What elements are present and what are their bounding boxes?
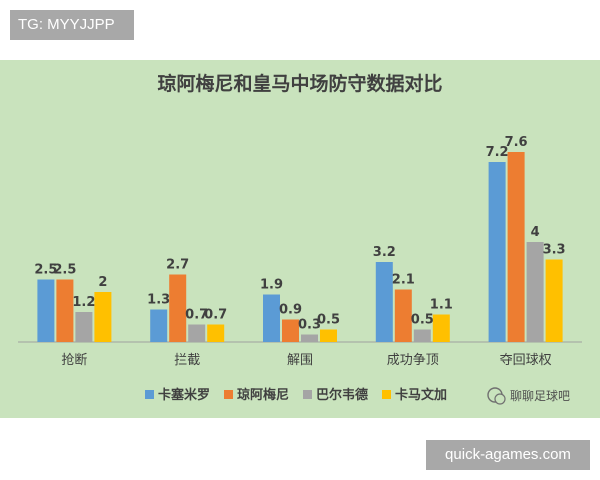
data-label: 3.2: [373, 245, 396, 260]
bars-group: [37, 152, 563, 342]
category-label: 夺回球权: [500, 352, 552, 368]
bar: [394, 289, 412, 342]
value-labels-group: 2.52.51.221.32.70.70.71.90.90.30.53.22.1…: [34, 135, 565, 333]
bar: [320, 329, 337, 342]
data-label: 3.3: [543, 243, 566, 258]
data-label: 2.5: [34, 263, 57, 278]
bar: [488, 162, 506, 342]
data-label: 1.3: [147, 293, 170, 308]
wechat-icon-inner: [494, 393, 506, 405]
bar: [375, 262, 393, 342]
legend-swatch: [145, 390, 154, 399]
data-label: 1.2: [72, 295, 95, 310]
chart-panel: 琼阿梅尼和皇马中场防守数据对比 2.5 2.5 1.2 2 1.3 2.7 0.7 0.7 1.…: [0, 60, 600, 418]
bar: [169, 274, 187, 342]
legend-swatch: [224, 390, 233, 399]
bar: [545, 259, 563, 342]
watermark-text: 聊聊足球吧: [510, 389, 570, 403]
data-label: 2.7: [166, 258, 189, 273]
legend-swatch: [303, 390, 312, 399]
legend-label: 琼阿梅尼: [237, 387, 289, 403]
legend-label: 卡塞米罗: [158, 387, 210, 403]
data-label: 1.9: [260, 278, 283, 293]
bar: [75, 312, 93, 342]
bar: [207, 324, 225, 342]
data-label: 0.5: [411, 313, 434, 328]
bar: [413, 329, 431, 342]
bar: [37, 279, 55, 342]
data-label: 0.7: [204, 308, 227, 323]
bar: [301, 334, 318, 342]
data-label: 1.1: [430, 298, 453, 313]
bar: [526, 242, 544, 342]
bar: [94, 292, 112, 342]
tg-label: TG: MYYJJPP: [10, 10, 134, 40]
data-label: 2.5: [53, 263, 76, 278]
category-labels-group: 抢断 拦截 解围 成功争顶 夺回球权: [61, 352, 551, 368]
bar: [188, 324, 206, 342]
legend-swatch: [382, 390, 391, 399]
legend-label: 卡马文加: [395, 387, 447, 403]
legend: 卡塞米罗 琼阿梅尼 巴尔韦德 卡马文加: [145, 387, 447, 403]
category-label: 成功争顶: [387, 353, 439, 368]
bar: [507, 152, 525, 342]
site-label: quick-agames.com: [426, 440, 590, 470]
chart-title: 琼阿梅尼和皇马中场防守数据对比: [157, 72, 442, 95]
bar: [263, 294, 280, 342]
watermark: 聊聊足球吧: [487, 387, 570, 405]
category-label: 抢断: [61, 352, 87, 368]
data-label: 2: [98, 275, 107, 290]
data-label: 0.5: [317, 313, 340, 328]
category-label: 解围: [287, 353, 313, 368]
category-label: 拦截: [174, 353, 200, 368]
bar: [282, 319, 299, 342]
bar: [56, 279, 74, 342]
data-label: 4: [531, 225, 540, 240]
data-label: 7.6: [505, 135, 528, 150]
data-label: 0.7: [185, 308, 208, 323]
data-label: 0.9: [279, 303, 302, 318]
data-label: 2.1: [392, 273, 415, 288]
data-label: 0.3: [298, 318, 321, 333]
legend-label: 巴尔韦德: [316, 387, 368, 403]
bar: [150, 309, 168, 342]
bar-chart: 琼阿梅尼和皇马中场防守数据对比 2.52.5 1.22 1.3 2.7 0.70.7 1.…: [18, 72, 582, 405]
bar: [432, 314, 450, 342]
data-label: 7.2: [486, 145, 509, 160]
